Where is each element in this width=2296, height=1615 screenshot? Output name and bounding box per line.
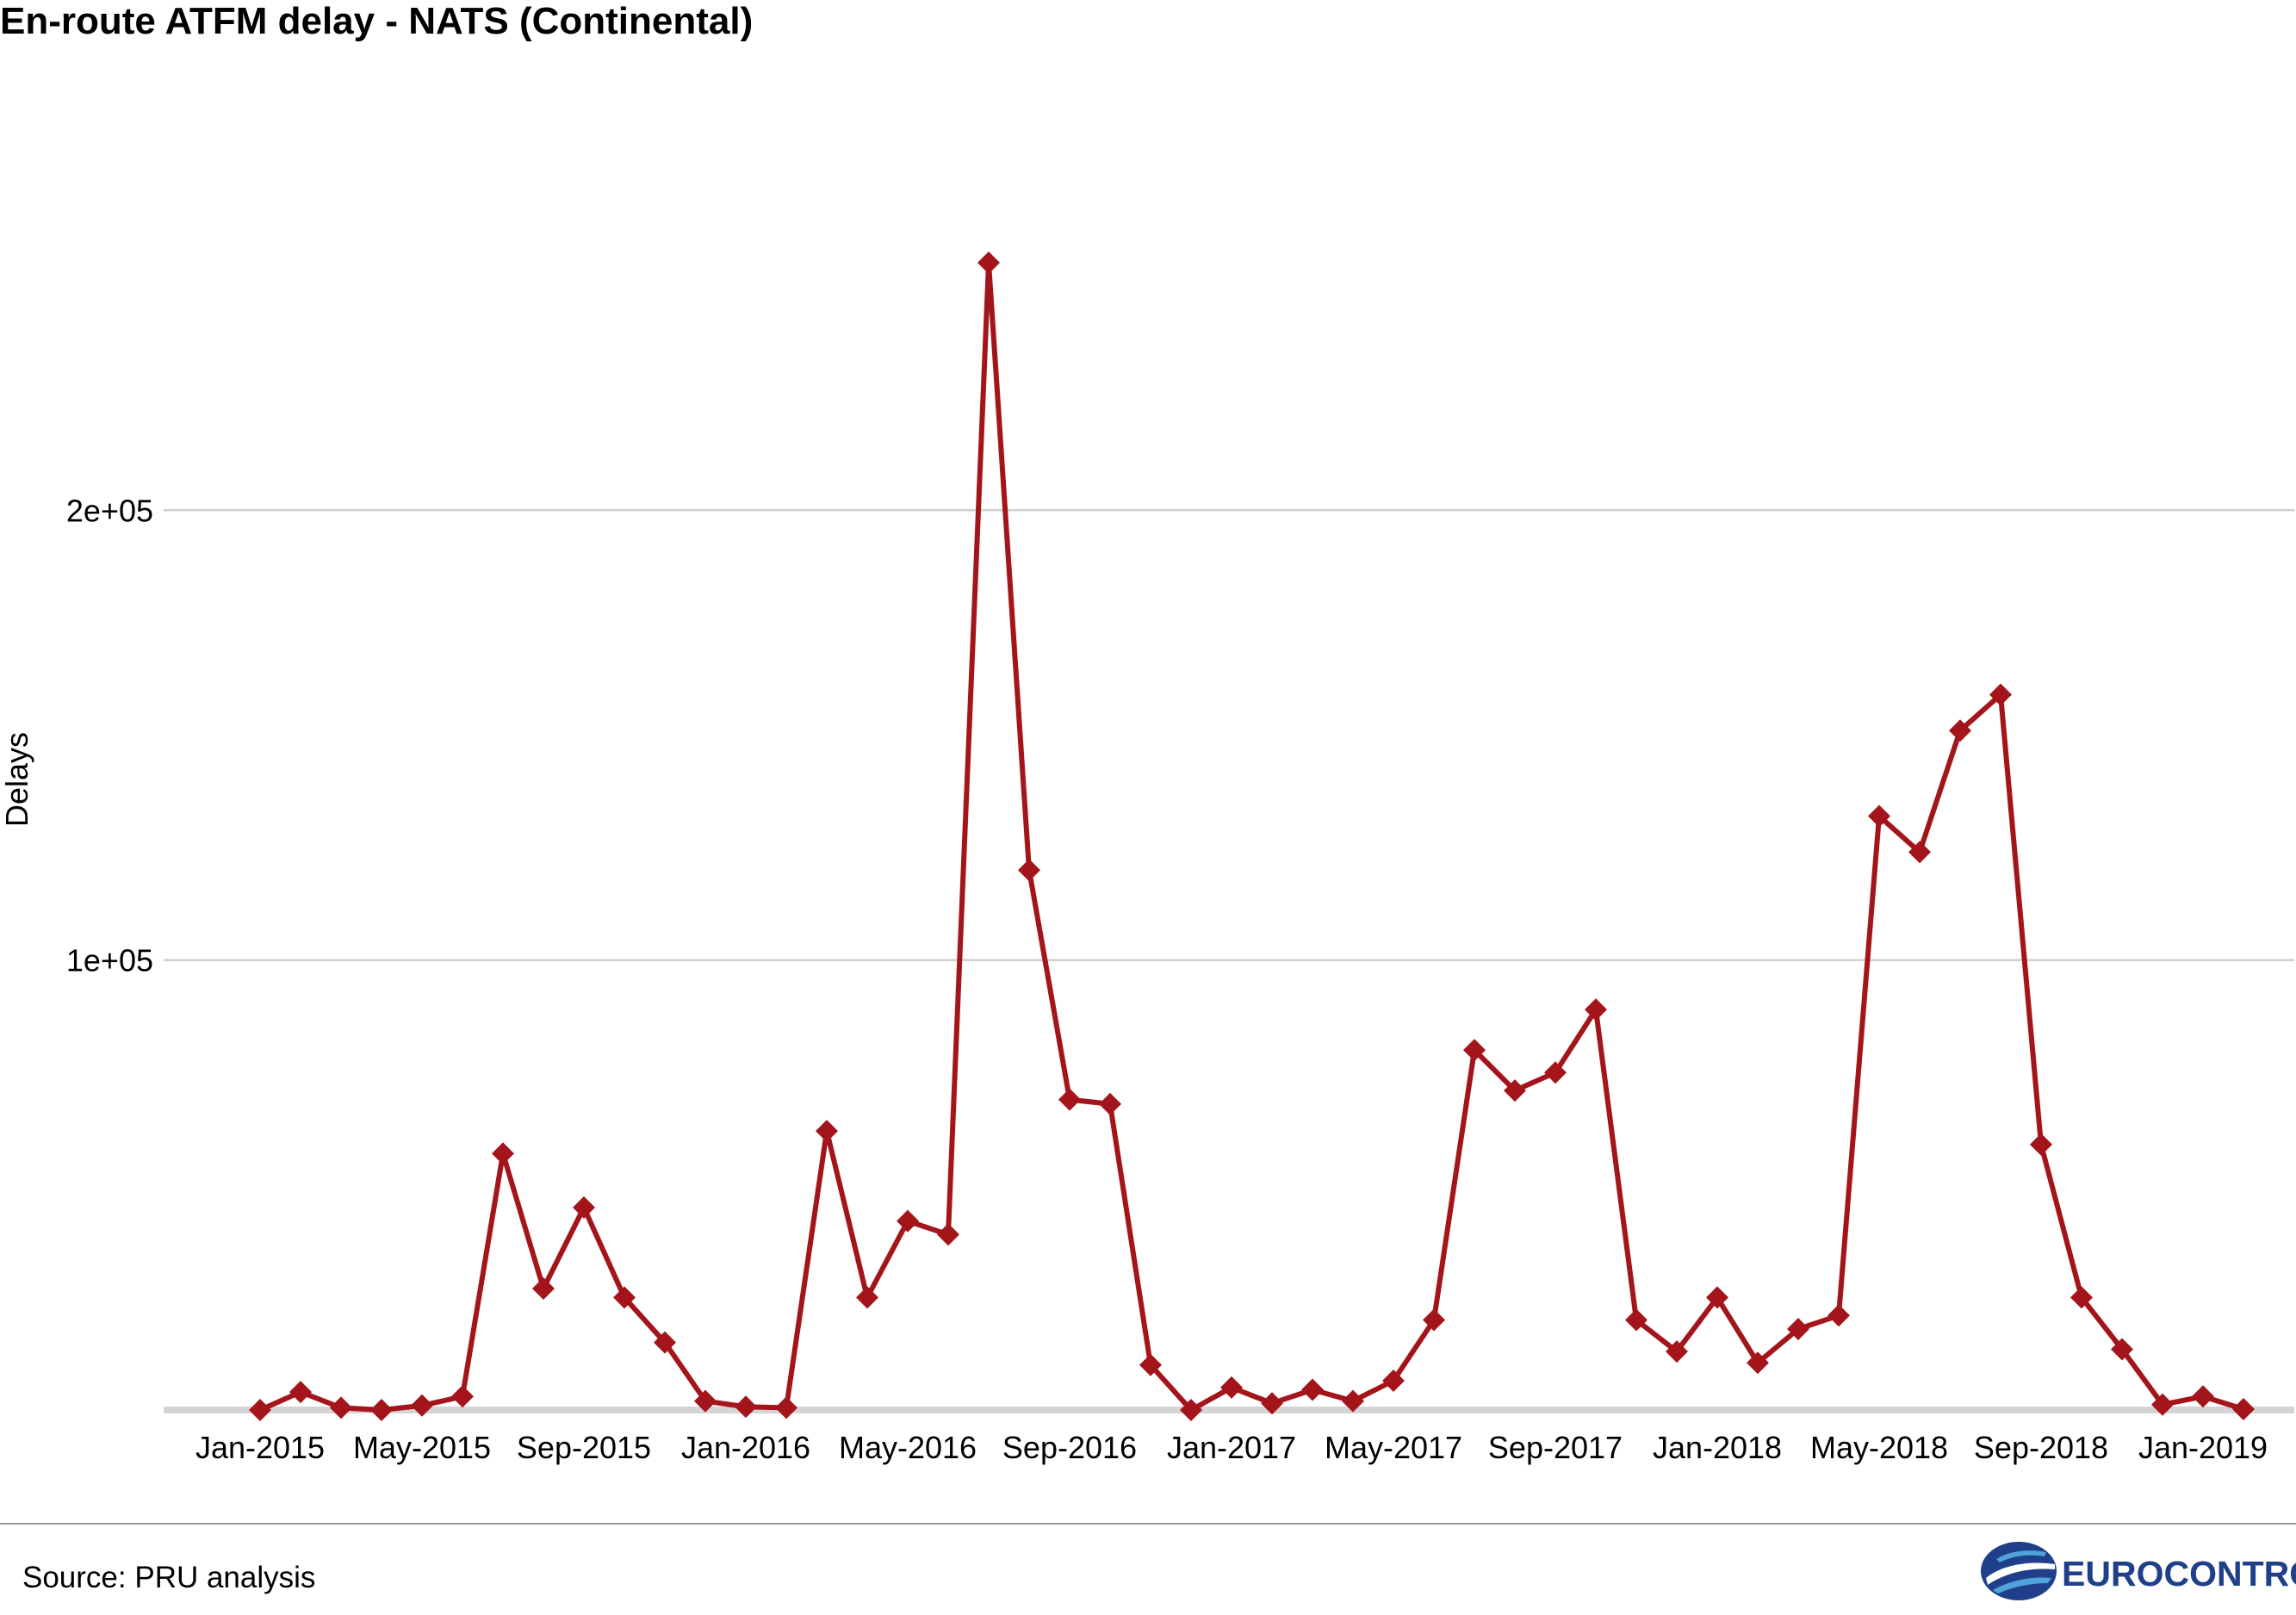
data-point-2017-11 — [1625, 1308, 1648, 1332]
data-point-2018-05 — [1868, 804, 1890, 828]
x-tick-label: May-2017 — [1325, 1430, 1462, 1465]
series-layer — [258, 260, 2244, 1413]
data-point-2017-06 — [1423, 1308, 1445, 1332]
data-point-2015-01 — [249, 1399, 271, 1421]
x-tick-label: Sep-2016 — [1002, 1430, 1137, 1465]
eurocontrol-logo: EUROCONTROL — [1979, 1538, 2296, 1604]
x-tick-label: Jan-2019 — [2138, 1430, 2268, 1465]
y-axis-label: Delays — [0, 732, 34, 827]
grid-layer: 1e+05 2e+05 — [66, 493, 2294, 978]
data-point-2015-10 — [613, 1286, 636, 1309]
data-point-2018-08 — [1989, 683, 2012, 706]
data-point-2016-07 — [977, 252, 1000, 274]
data-point-2016-02 — [775, 1396, 797, 1419]
data-point-2015-06 — [451, 1385, 474, 1408]
data-point-2017-07 — [1463, 1039, 1486, 1062]
data-point-2015-09 — [573, 1196, 595, 1219]
data-point-2017-09 — [1544, 1061, 1567, 1084]
data-point-2016-11 — [1139, 1353, 1162, 1376]
data-point-2019-02 — [2232, 1398, 2255, 1420]
data-point-2017-10 — [1585, 998, 1607, 1022]
footer-divider — [0, 1523, 2296, 1525]
data-point-2016-10 — [1099, 1092, 1121, 1115]
x-tick-label: Jan-2018 — [1653, 1430, 1782, 1465]
series-line-0 — [258, 260, 2244, 1413]
x-tick-label: May-2018 — [1810, 1430, 1948, 1465]
source-note: Source: PRU analysis — [22, 1561, 316, 1594]
x-tick-label: Jan-2015 — [195, 1430, 325, 1465]
data-point-2015-02 — [289, 1381, 312, 1404]
marker-layer — [249, 252, 2255, 1421]
data-point-2015-12 — [694, 1389, 717, 1413]
data-point-2016-01 — [735, 1395, 757, 1419]
data-point-2017-12 — [1666, 1340, 1688, 1363]
data-point-2017-05 — [1382, 1370, 1405, 1392]
x-tick-label: May-2016 — [839, 1430, 977, 1465]
data-point-2015-04 — [370, 1399, 393, 1421]
data-point-2016-06 — [937, 1223, 959, 1246]
data-point-2018-12 — [2151, 1393, 2174, 1416]
data-point-2017-08 — [1504, 1079, 1526, 1103]
data-point-2018-06 — [1908, 841, 1931, 864]
data-point-2015-08 — [532, 1277, 555, 1300]
data-point-2016-09 — [1058, 1088, 1081, 1111]
data-point-2017-04 — [1342, 1389, 1364, 1413]
data-point-2015-05 — [411, 1394, 433, 1417]
x-tick-label: Jan-2016 — [681, 1430, 810, 1465]
data-point-2015-07 — [492, 1142, 514, 1165]
data-point-2018-09 — [2030, 1133, 2052, 1156]
data-point-2016-08 — [1018, 859, 1040, 882]
data-point-2017-02 — [1261, 1392, 1283, 1415]
y-tick-label: 2e+05 — [66, 493, 153, 528]
logo-wordmark: EUROCONTROL — [2062, 1554, 2296, 1593]
data-point-2016-03 — [816, 1120, 838, 1143]
data-point-2016-04 — [856, 1286, 878, 1309]
x-tick-label: Jan-2017 — [1167, 1430, 1296, 1465]
data-point-2018-11 — [2111, 1338, 2133, 1361]
y-tick-label: 1e+05 — [66, 943, 153, 978]
data-point-2019-01 — [2192, 1385, 2214, 1408]
data-point-2018-01 — [1706, 1286, 1728, 1309]
x-tick-label: Sep-2018 — [1974, 1430, 2108, 1465]
data-point-2015-11 — [654, 1331, 676, 1354]
chart-title: En-route ATFM delay - NATS (Continental) — [0, 0, 754, 42]
data-point-2017-03 — [1301, 1378, 1324, 1401]
data-point-2018-03 — [1787, 1318, 1809, 1340]
data-point-2016-05 — [897, 1209, 919, 1233]
eurocontrol-globe-icon — [1981, 1542, 2057, 1600]
tick-layer: Jan-2015 May-2015 Sep-2015 Jan-2016 May-2016… — [195, 1430, 2268, 1465]
x-tick-label: Sep-2015 — [517, 1430, 651, 1465]
data-point-2017-01 — [1220, 1376, 1243, 1399]
data-point-2018-07 — [1949, 719, 1971, 742]
data-point-2016-12 — [1180, 1399, 1202, 1421]
data-point-2018-10 — [2070, 1286, 2093, 1309]
data-point-2015-03 — [330, 1396, 352, 1419]
data-point-2018-04 — [1827, 1304, 1850, 1327]
x-tick-label: May-2015 — [353, 1430, 491, 1465]
x-tick-label: Sep-2017 — [1488, 1430, 1623, 1465]
data-point-2018-02 — [1747, 1351, 1769, 1375]
